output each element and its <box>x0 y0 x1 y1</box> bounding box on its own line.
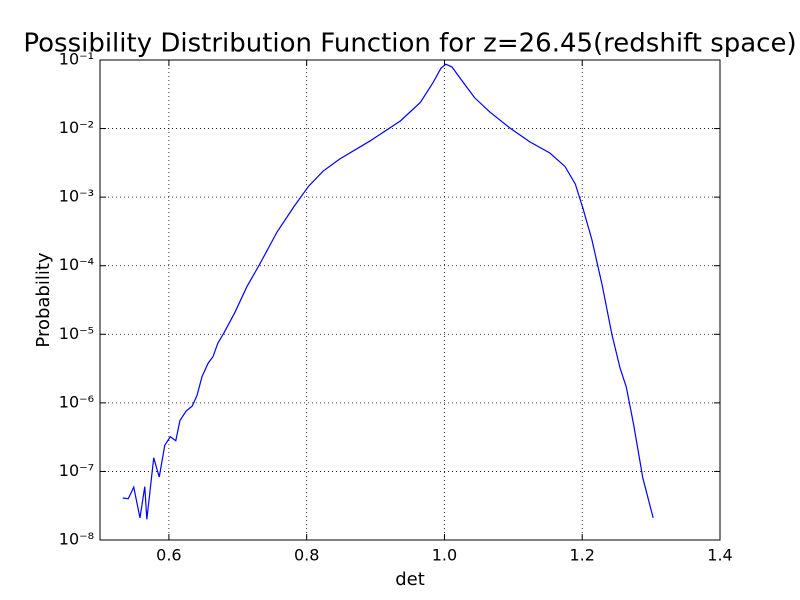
y-axis-label: Probability <box>33 252 54 347</box>
x-axis-label: det <box>395 569 425 590</box>
y-tick-label: 10⁻⁶ <box>59 392 94 411</box>
x-tick-label: 1.2 <box>569 546 594 565</box>
x-tick-label: 1.0 <box>432 546 457 565</box>
y-tick-label: 10⁻⁸ <box>59 530 94 549</box>
x-tick-label: 0.8 <box>294 546 319 565</box>
y-tick-label: 10⁻² <box>59 118 94 137</box>
y-tick-label: 10⁻¹ <box>59 50 94 69</box>
y-tick-label: 10⁻⁴ <box>59 255 94 274</box>
data-line <box>122 63 654 520</box>
chart-title: Possibility Distribution Function for z=… <box>23 29 796 59</box>
y-tick-label: 10⁻³ <box>59 187 94 206</box>
x-tick-label: 1.4 <box>707 546 732 565</box>
y-tick-label: 10⁻⁵ <box>59 324 94 343</box>
x-tick-label: 0.6 <box>156 546 181 565</box>
y-tick-label: 10⁻⁷ <box>59 461 94 480</box>
plot-frame <box>99 59 721 541</box>
